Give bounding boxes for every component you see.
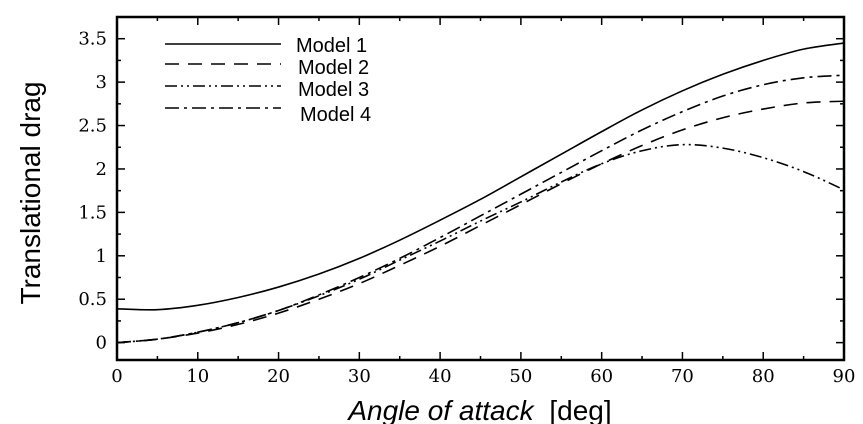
x-tick-label: 0 (111, 366, 122, 387)
x-tick-label: 90 (833, 366, 856, 387)
y-tick-label: 3 (96, 72, 107, 93)
x-tick-label: 10 (186, 366, 209, 387)
x-axis-title: Angle of attack [deg] (346, 395, 611, 424)
legend-label-2: Model 2 (298, 57, 369, 79)
x-axis-title-unit: [deg] (549, 395, 611, 424)
series-line-4 (116, 74, 845, 344)
x-tick-label: 40 (429, 366, 452, 387)
series-line-2 (116, 100, 845, 344)
y-tick-label: 3.5 (78, 29, 107, 50)
legend-label-4: Model 4 (300, 104, 371, 126)
series-line-3 (116, 143, 845, 344)
x-tick-label: 30 (348, 366, 371, 387)
x-tick-label: 80 (752, 366, 775, 387)
y-axis-title: Translational drag (15, 81, 46, 304)
legend-label-3: Model 3 (298, 79, 369, 101)
plot-frame (115, 15, 846, 362)
x-tick-label: 70 (671, 366, 694, 387)
x-tick-label: 20 (267, 366, 290, 387)
y-tick-label: 1 (96, 246, 107, 267)
y-tick-label: 1.5 (78, 202, 107, 223)
y-tick-label: 2.5 (78, 116, 107, 137)
series-line-1 (116, 42, 845, 311)
x-axis-title-italic: Angle of attack (346, 395, 535, 424)
y-tick-label: 0 (96, 333, 107, 354)
legend-label-1: Model 1 (296, 35, 367, 57)
x-tick-label: 50 (509, 366, 532, 387)
y-tick-label: 0.5 (78, 289, 107, 310)
x-tick-label: 60 (590, 366, 613, 387)
y-tick-label: 2 (96, 159, 107, 180)
